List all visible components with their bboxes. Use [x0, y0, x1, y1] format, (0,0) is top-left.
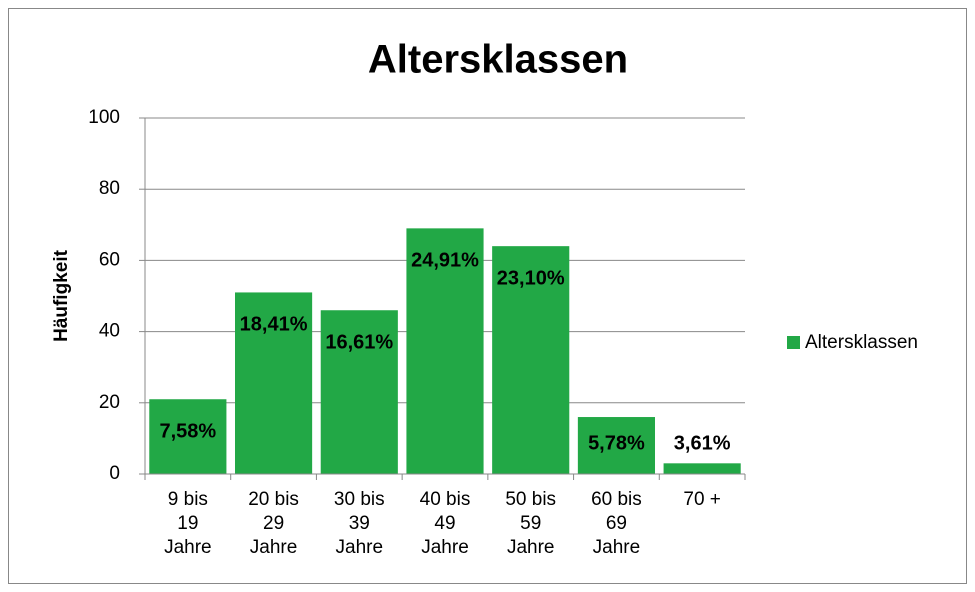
x-tick-label: 70 + [683, 489, 721, 510]
data-label: 24,91% [411, 250, 479, 272]
x-tick-label: 40 bis 49 Jahre [420, 489, 471, 558]
data-label: 7,58% [159, 421, 216, 443]
y-tick-label: 80 [99, 178, 120, 199]
bar [235, 292, 313, 474]
bar [663, 463, 741, 474]
y-tick-label: 0 [109, 463, 120, 484]
x-tick-label: 30 bis 39 Jahre [334, 489, 385, 558]
x-tick-label: 20 bis 29 Jahre [248, 489, 299, 558]
y-tick-label: 60 [99, 249, 120, 270]
y-axis-label: Häufigkeit [51, 249, 72, 342]
bar [320, 310, 398, 474]
data-label: 18,41% [240, 314, 308, 336]
data-label: 5,78% [588, 432, 645, 454]
x-tick-label: 50 bis 59 Jahre [505, 489, 556, 558]
data-label: 16,61% [325, 332, 393, 354]
bar [149, 399, 227, 474]
x-tick-label: 9 bis 19 Jahre [164, 489, 212, 558]
y-tick-label: 100 [88, 107, 120, 128]
chart-border [8, 8, 967, 584]
bar [406, 228, 484, 474]
y-tick-label: 40 [99, 321, 120, 342]
y-tick-label: 20 [99, 392, 120, 413]
bar [492, 246, 570, 474]
legend-label: Altersklassen [805, 332, 918, 353]
x-tick-label: 60 bis 69 Jahre [591, 489, 642, 558]
chart-title: Altersklassen [368, 38, 628, 82]
legend-swatch [787, 336, 800, 349]
bar [577, 417, 655, 474]
data-label: 23,10% [497, 267, 565, 289]
data-label: 3,61% [674, 432, 731, 454]
